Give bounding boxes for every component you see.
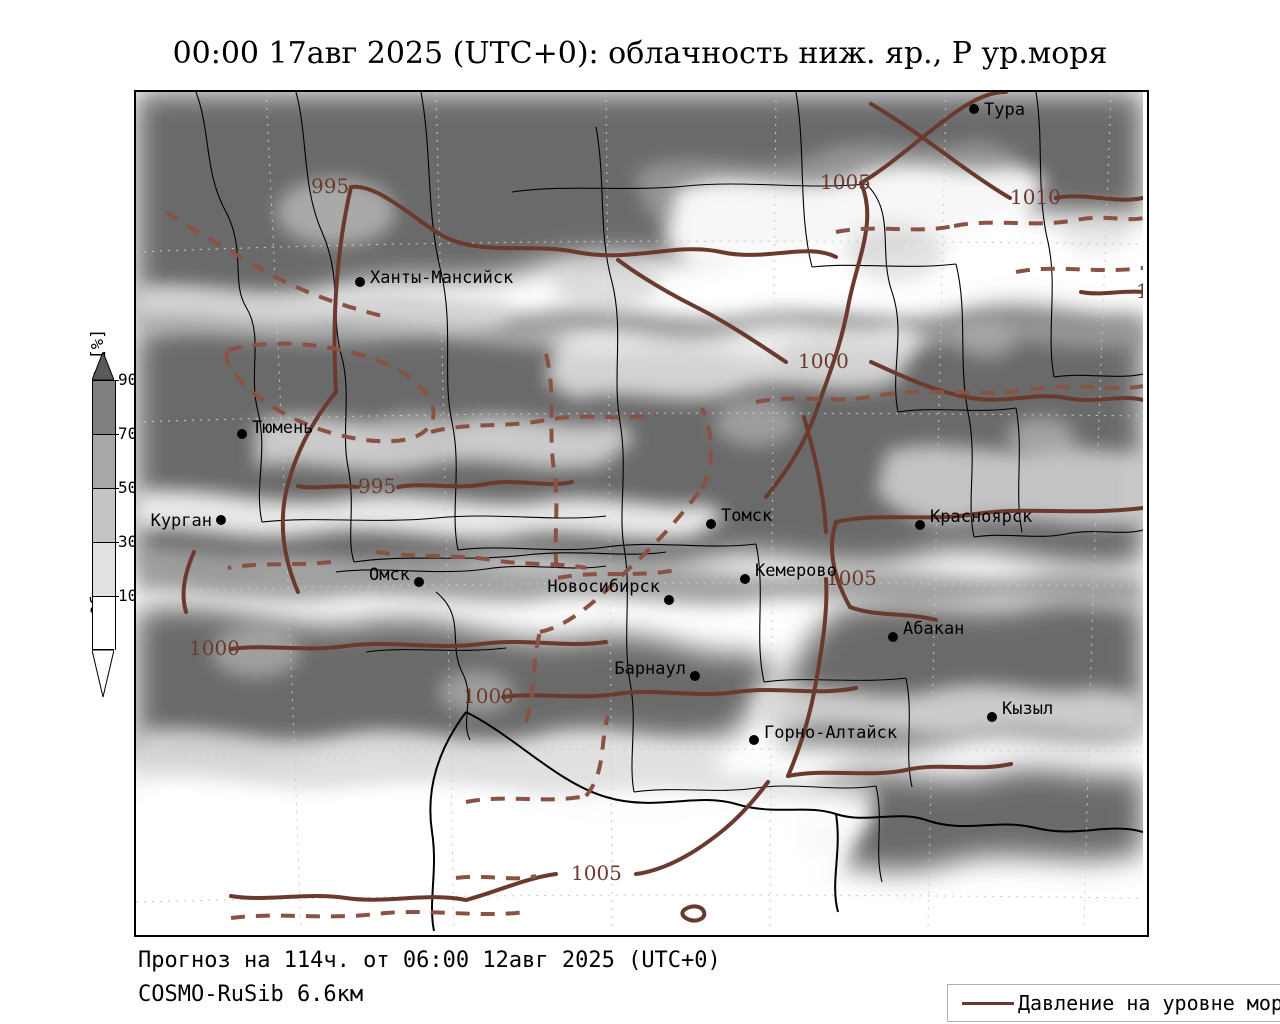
national-border <box>429 711 1143 931</box>
isobar-label: 995 <box>358 474 396 498</box>
pressure-legend-line-icon <box>962 1001 1014 1005</box>
isobar-label: 1005 <box>571 861 622 885</box>
city-novosibirsk[interactable]: Новосибирск <box>547 577 674 605</box>
svg-text:995: 995 <box>311 174 349 198</box>
city-omsk[interactable]: Омск <box>369 565 424 587</box>
city-dot-icon <box>664 595 674 605</box>
city-dot-icon <box>740 574 750 584</box>
svg-text:1010: 1010 <box>1010 185 1061 209</box>
city-label: Абакан <box>903 619 964 639</box>
city-gorno-altaysk[interactable]: Горно-Алтайск <box>749 723 897 745</box>
svg-text:1000: 1000 <box>463 684 514 708</box>
colorbar: Облачность нижнего яруса [%] 90 70 50 30… <box>40 329 140 698</box>
svg-text:1000: 1000 <box>798 349 849 373</box>
city-dot-icon <box>237 429 247 439</box>
city-label: Ханты-Мансийск <box>370 268 513 288</box>
colorbar-top-arrow-icon <box>92 352 114 381</box>
city-dot-icon <box>969 104 979 114</box>
colorbar-band-70 <box>92 434 116 488</box>
colorbar-tick-70: 70 <box>118 424 138 443</box>
colorbar-tick-30: 30 <box>118 532 138 551</box>
admin-borders <box>195 92 1143 883</box>
city-tomsk[interactable]: Томск <box>706 506 772 529</box>
isobar-label: 1000 <box>463 684 514 708</box>
city-dot-icon <box>216 515 226 525</box>
isobar-label: 1005 <box>820 170 871 194</box>
city-label: Курган <box>151 511 212 531</box>
pressure-legend-label: Давление на уровне моря <box>1018 991 1280 1015</box>
city-hanty-mansiysk[interactable]: Ханты-Мансийск <box>355 268 513 288</box>
svg-text:995: 995 <box>358 474 396 498</box>
city-label: Барнаул <box>614 659 686 679</box>
model-name-line2: COSMO-RuSib 6.6км <box>138 982 364 1007</box>
city-label: Тюмень <box>252 418 313 438</box>
colorbar-band-30 <box>92 542 116 596</box>
city-dot-icon <box>355 277 365 287</box>
graticule <box>136 92 1143 931</box>
isobar-dashed <box>164 210 1143 920</box>
colorbar-tick-90: 90 <box>118 370 138 389</box>
city-dot-icon <box>749 735 759 745</box>
colorbar-bottom-arrow-icon <box>92 650 114 698</box>
city-abakan[interactable]: Абакан <box>888 619 964 642</box>
city-label: Омск <box>369 565 410 585</box>
cloud-field: 995 1005 1010 1005 1000 995 1005 1000 10… <box>136 92 1143 931</box>
city-dot-icon <box>414 577 424 587</box>
city-label: Кызыл <box>1002 699 1053 719</box>
pressure-legend: Давление на уровне моря <box>947 984 1280 1022</box>
city-dot-icon <box>915 520 925 530</box>
city-tyumen[interactable]: Тюмень <box>237 418 313 439</box>
isobar-label: 1010 <box>1010 185 1061 209</box>
forecast-map[interactable]: 995 1005 1010 1005 1000 995 1005 1000 10… <box>134 90 1149 937</box>
page-title: 00:00 17авг 2025 (UTC+0): облачность ниж… <box>172 36 1108 71</box>
svg-text:1000: 1000 <box>189 636 240 660</box>
isobar-label: 995 <box>311 174 349 198</box>
city-label: Красноярск <box>930 507 1032 527</box>
colorbar-tick-50: 50 <box>118 478 138 497</box>
colorbar-band-90 <box>92 380 116 434</box>
svg-text:1005: 1005 <box>1136 279 1143 303</box>
city-kyzyl[interactable]: Кызыл <box>987 699 1053 722</box>
svg-text:1005: 1005 <box>826 566 877 590</box>
city-label: Томск <box>721 506 772 526</box>
svg-text:1005: 1005 <box>820 170 871 194</box>
colorbar-band-10 <box>92 596 116 650</box>
isobar-label: 1000 <box>189 636 240 660</box>
city-dot-icon <box>888 632 898 642</box>
city-kurgan[interactable]: Курган <box>151 511 226 531</box>
city-dot-icon <box>706 519 716 529</box>
isobar-label: 1005 <box>1136 279 1143 303</box>
svg-text:1005: 1005 <box>571 861 622 885</box>
map-canvas: 995 1005 1010 1005 1000 995 1005 1000 10… <box>136 92 1143 931</box>
city-markers: Тура Ханты-Мансийск Тюмень Курган Омск <box>151 100 1053 745</box>
isobar-label: 1000 <box>798 349 849 373</box>
colorbar-band-50 <box>92 488 116 542</box>
colorbar-tick-10: 10 <box>118 586 138 605</box>
isobar-solid <box>181 92 1143 923</box>
colorbar-gradient: 90 70 50 30 10 <box>92 352 137 698</box>
city-tura[interactable]: Тура <box>969 100 1025 120</box>
isobar-labels: 995 1005 1010 1005 1000 995 1005 1000 10… <box>189 170 1143 885</box>
city-krasnoyarsk[interactable]: Красноярск <box>915 507 1032 530</box>
city-label: Кемерово <box>755 561 837 581</box>
city-kemerovo[interactable]: Кемерово <box>740 561 837 584</box>
city-barnaul[interactable]: Барнаул <box>614 659 700 681</box>
forecast-info-line1: Прогноз на 114ч. от 06:00 12авг 2025 (UT… <box>138 948 721 973</box>
city-dot-icon <box>987 712 997 722</box>
city-dot-icon <box>690 671 700 681</box>
city-label: Новосибирск <box>547 577 660 597</box>
city-label: Тура <box>984 100 1025 120</box>
isobar-label: 1005 <box>826 566 877 590</box>
city-label: Горно-Алтайск <box>764 723 897 743</box>
